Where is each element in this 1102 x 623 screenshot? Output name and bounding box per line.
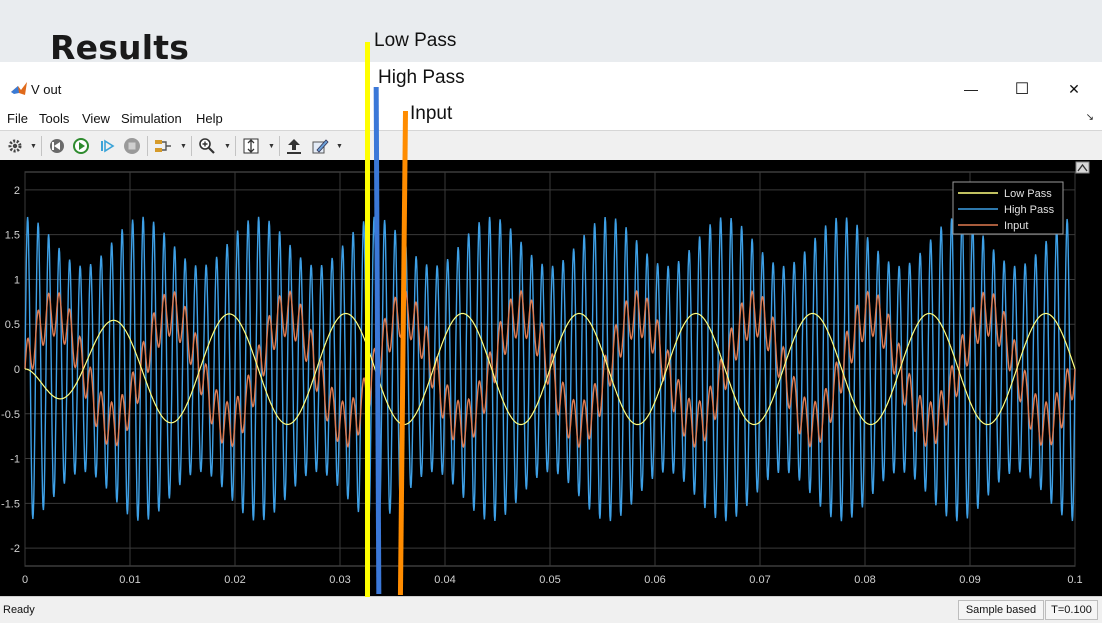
step-forward-button[interactable] xyxy=(97,136,117,156)
toolbar-separator xyxy=(235,136,236,156)
x-tick-label: 0.06 xyxy=(644,574,665,586)
x-tick-label: 0.1 xyxy=(1067,574,1082,586)
minimize-icon: — xyxy=(964,81,978,97)
stop-icon xyxy=(124,138,140,154)
menu-simulation[interactable]: Simulation xyxy=(121,111,182,126)
y-tick-label: 1 xyxy=(14,274,20,286)
series-layer xyxy=(24,216,1076,522)
window-title: V out xyxy=(31,82,62,97)
x-tick-label: 0.03 xyxy=(329,574,350,586)
close-icon: ✕ xyxy=(1068,80,1080,97)
y-tick-label: 0.5 xyxy=(5,319,20,331)
menu-view[interactable]: View xyxy=(82,111,110,126)
scope-window: V out — ☐ ✕ File Tools View Simulation H… xyxy=(0,62,1102,623)
y-tick-label: 0 xyxy=(14,364,20,376)
maximize-icon: ☐ xyxy=(1014,81,1030,98)
zoom-in-icon xyxy=(199,138,215,154)
settings-button[interactable] xyxy=(5,136,25,156)
menu-tools[interactable]: Tools xyxy=(39,111,70,126)
step-forward-icon xyxy=(101,139,115,153)
stop-button[interactable] xyxy=(122,136,142,156)
x-tick-label: 0.01 xyxy=(119,574,140,586)
slide-title: Results xyxy=(50,28,190,67)
highlight-button[interactable] xyxy=(284,136,304,156)
close-button[interactable]: ✕ xyxy=(1051,72,1097,106)
edit-dropdown-icon[interactable]: ▼ xyxy=(336,143,343,150)
sim-time-badge: T=0.100 xyxy=(1045,600,1098,620)
y-tick-label: -0.5 xyxy=(1,409,20,421)
edit-icon xyxy=(312,139,329,154)
title-bar: V out — ☐ ✕ xyxy=(0,62,1102,106)
settings-icon xyxy=(8,139,22,153)
x-tick-label: 0.07 xyxy=(749,574,770,586)
low-pass-marker xyxy=(365,42,370,597)
minimize-button[interactable]: — xyxy=(948,72,994,106)
status-ready: Ready xyxy=(3,604,35,616)
x-tick-label: 0.09 xyxy=(959,574,980,586)
autoscale-button[interactable] xyxy=(241,136,261,156)
step-back-icon xyxy=(50,139,64,153)
menu-file[interactable]: File xyxy=(7,111,28,126)
edit-button[interactable] xyxy=(310,136,330,156)
run-button[interactable] xyxy=(71,136,91,156)
slide-header: Results xyxy=(0,0,1102,67)
expand-axes-button[interactable] xyxy=(1075,161,1090,174)
autoscale-icon xyxy=(243,138,259,154)
legend-label: Input xyxy=(1004,220,1028,232)
y-tick-label: -2 xyxy=(10,543,20,555)
undock-icon[interactable]: ↘ xyxy=(1085,112,1094,123)
highlight-icon xyxy=(287,139,301,154)
legend-label: Low Pass xyxy=(1004,188,1052,200)
settings-dropdown-icon[interactable]: ▼ xyxy=(30,143,37,150)
step-back-button[interactable] xyxy=(47,136,67,156)
maximize-button[interactable]: ☐ xyxy=(999,72,1045,106)
signal-dropdown-icon[interactable]: ▼ xyxy=(180,143,187,150)
series-line-low-pass xyxy=(25,312,1076,426)
run-icon xyxy=(73,138,89,154)
y-tick-label: -1 xyxy=(10,454,20,466)
signal-select-icon xyxy=(155,140,171,152)
status-bar: Ready Sample based T=0.100 xyxy=(0,596,1102,623)
high-pass-annotation: High Pass xyxy=(378,67,465,88)
matlab-icon xyxy=(11,82,27,95)
autoscale-dropdown-icon[interactable]: ▼ xyxy=(268,143,275,150)
x-tick-label: 0.02 xyxy=(224,574,245,586)
signal-select-button[interactable] xyxy=(153,136,173,156)
scope-plot[interactable]: 0 0.01 0.02 0.03 0.04 0.05 0.06 0.07 0.08 0.09 0.1… xyxy=(0,160,1102,596)
toolbar-separator xyxy=(191,136,192,156)
plot-area: 0 0.01 0.02 0.03 0.04 0.05 0.06 0.07 0.08 0.09 0.1… xyxy=(0,160,1102,596)
menu-help[interactable]: Help xyxy=(196,111,223,126)
toolbar-separator xyxy=(279,136,280,156)
menu-bar: File Tools View Simulation Help ↘ xyxy=(0,106,1102,130)
y-tick-label: 1.5 xyxy=(5,230,20,242)
toolbar-separator xyxy=(41,136,42,156)
zoom-dropdown-icon[interactable]: ▼ xyxy=(224,143,231,150)
expand-icon xyxy=(1077,163,1088,172)
x-tick-label: 0.04 xyxy=(434,574,455,586)
legend-label: High Pass xyxy=(1004,204,1055,216)
x-tick-label: 0.05 xyxy=(539,574,560,586)
zoom-in-button[interactable] xyxy=(197,136,217,156)
x-tick-label: 0.08 xyxy=(854,574,875,586)
toolbar: ▼ ▼ ▼ ▼ xyxy=(0,130,1102,162)
tick-labels: 0 0.01 0.02 0.03 0.04 0.05 0.06 0.07 0.08 0.09 0.1… xyxy=(1,185,1083,586)
sample-mode-badge: Sample based xyxy=(958,600,1044,620)
toolbar-separator xyxy=(147,136,148,156)
legend: Low Pass High Pass Input xyxy=(952,181,1064,235)
y-tick-label: 2 xyxy=(14,185,20,197)
y-tick-label: -1.5 xyxy=(1,498,20,510)
low-pass-annotation: Low Pass xyxy=(374,30,457,51)
x-tick-label: 0 xyxy=(22,574,28,586)
input-annotation: Input xyxy=(410,103,453,124)
